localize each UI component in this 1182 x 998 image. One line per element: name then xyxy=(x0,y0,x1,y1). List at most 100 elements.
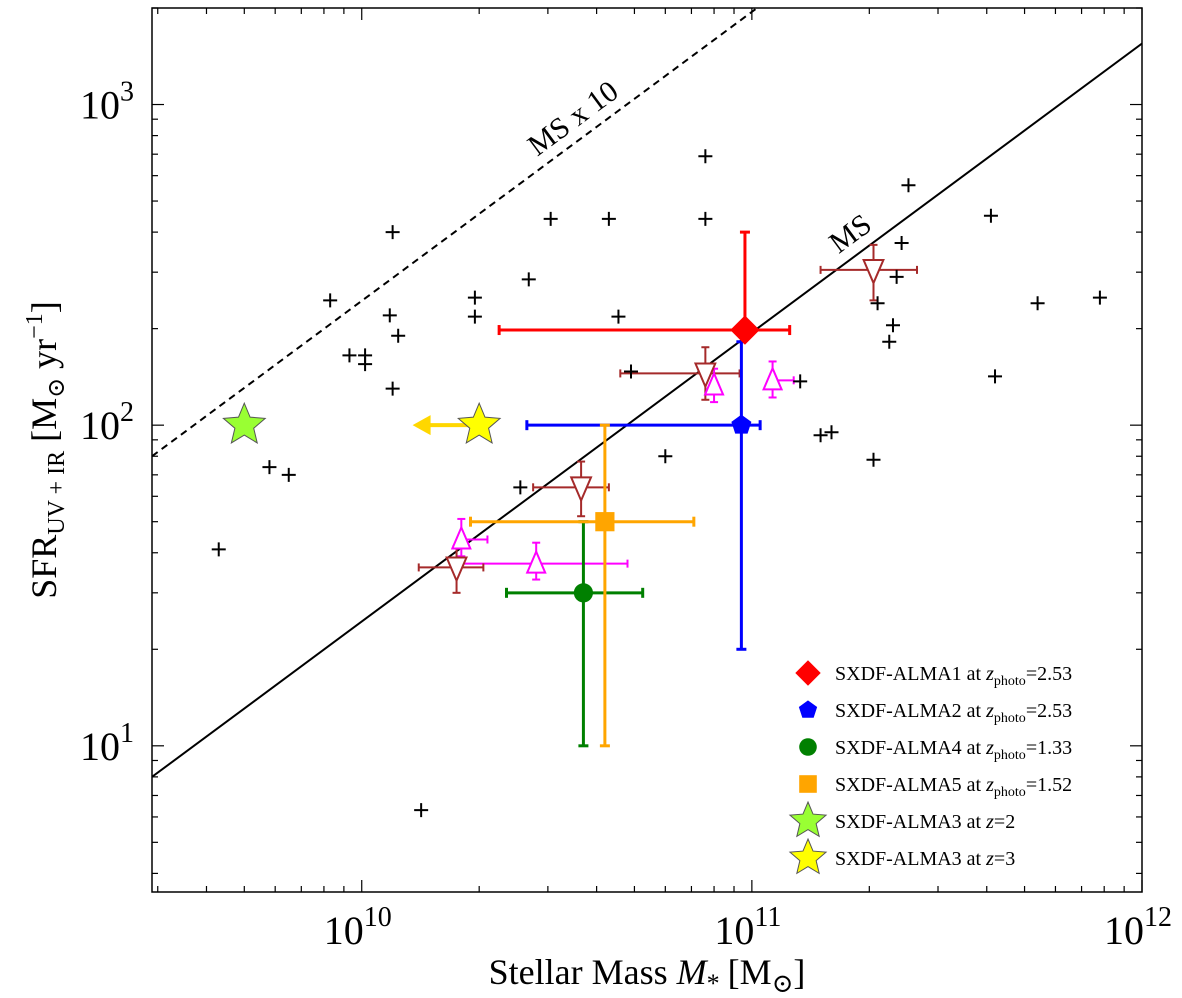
legend-label-z-value: =2.53 xyxy=(1026,700,1072,722)
legend-label-z-value: =1.52 xyxy=(1026,774,1072,796)
brown-triangle-point xyxy=(862,258,885,286)
sample-cross-point xyxy=(658,449,673,464)
legend-label-z-sub: photo xyxy=(994,674,1026,689)
x-axis-label-var-sub: * xyxy=(707,969,720,998)
ms-x10-line xyxy=(152,8,759,458)
legend-label-z-value: =2 xyxy=(994,811,1015,833)
legend-label-z: z xyxy=(985,811,994,833)
ms-line-label: MS xyxy=(823,207,877,259)
legend-entry-label: SXDF-ALMA2 at zphoto=2.53 xyxy=(835,700,1072,726)
legend-label-prefix: SXDF-ALMA2 at xyxy=(835,700,986,722)
sample-cross-point xyxy=(323,293,338,308)
legend-label-z-value: =1.33 xyxy=(1026,737,1072,759)
legend-entry-label: SXDF-ALMA3 at z=2 xyxy=(835,811,1015,833)
x-tick-label: 1010 xyxy=(324,902,392,953)
legend-marker xyxy=(799,738,817,756)
x-tick-label: 1011 xyxy=(714,902,781,953)
sample-cross-point xyxy=(988,369,1003,384)
y-tick-label-base: 10 xyxy=(80,83,120,128)
legend-label-z-value: =3 xyxy=(994,848,1015,870)
target-marker-sxdf-alma1 xyxy=(730,315,760,345)
sample-cross-point xyxy=(385,225,400,240)
legend-entry-label: SXDF-ALMA5 at zphoto=1.52 xyxy=(835,774,1072,800)
legend-label-prefix: SXDF-ALMA3 at xyxy=(835,848,986,870)
sample-cross-point xyxy=(698,211,713,226)
x-axis-label: Stellar Mass M* [M⊙] xyxy=(489,952,806,998)
upper-limit-arrow-head xyxy=(412,415,431,436)
legend-label-z: z xyxy=(985,737,994,759)
sample-cross-point xyxy=(611,309,626,324)
reference-lines xyxy=(152,8,1142,778)
legend-entry-label: SXDF-ALMA1 at zphoto=2.53 xyxy=(835,663,1072,689)
sample-cross-point xyxy=(601,211,616,226)
x-tick-label-base: 10 xyxy=(324,908,364,953)
legend-label-prefix: SXDF-ALMA5 at xyxy=(835,774,986,796)
y-tick-label: 101 xyxy=(80,718,134,769)
x-tick-label-base: 10 xyxy=(1104,908,1144,953)
sample-cross-point xyxy=(342,348,357,363)
target-marker-sxdf-alma3-z2 xyxy=(222,401,267,445)
sample-cross-point xyxy=(824,425,839,440)
legend-label-z: z xyxy=(985,774,994,796)
y-axis-label-unit-rest: yr xyxy=(24,339,64,378)
sample-cross-point xyxy=(382,308,397,323)
target-marker-sxdf-alma3-z3 xyxy=(457,401,502,445)
x-tick-label-exp: 12 xyxy=(1144,902,1172,933)
sample-cross-point xyxy=(983,208,998,223)
sample-cross-point xyxy=(467,290,482,305)
x-axis-label-close: ] xyxy=(793,952,805,992)
sample-cross-point xyxy=(1092,290,1107,305)
sample-cross-point xyxy=(889,269,904,284)
sample-cross-point xyxy=(358,357,373,372)
sample-cross-point xyxy=(813,428,828,443)
y-axis-label-unit: [M xyxy=(24,398,64,451)
brown-triangle-point xyxy=(445,556,468,584)
legend-label-z: z xyxy=(985,663,994,685)
y-tick-label-base: 10 xyxy=(80,724,120,769)
ms-line xyxy=(152,42,1142,778)
legend-label-prefix: SXDF-ALMA4 at xyxy=(835,737,986,759)
y-tick-label-exp: 1 xyxy=(120,718,134,749)
legend-label-z-sub: photo xyxy=(994,711,1026,726)
target-marker-sxdf-alma2 xyxy=(731,414,752,434)
y-tick-label: 102 xyxy=(80,397,134,448)
sample-cross-point xyxy=(391,328,406,343)
x-axis-label-unit: [M xyxy=(728,952,772,992)
brown-triangle-point xyxy=(693,362,717,390)
magenta-triangle-point xyxy=(762,365,784,391)
sample-cross-point xyxy=(467,309,482,324)
x-tick-label-base: 10 xyxy=(714,908,754,953)
x-axis-label-var: M xyxy=(676,952,709,992)
sample-cross-point xyxy=(521,272,536,287)
legend-label-z-sub: photo xyxy=(994,785,1026,800)
sample-cross-point xyxy=(698,149,713,164)
x-axis-label-prefix: Stellar Mass xyxy=(489,952,677,992)
x-tick-label-exp: 11 xyxy=(754,902,781,933)
legend-label-prefix: SXDF-ALMA1 at xyxy=(835,663,986,685)
data-markers xyxy=(211,149,1107,818)
legend-marker xyxy=(799,775,817,793)
legend-label-z-sub: photo xyxy=(994,748,1026,763)
sample-cross-point xyxy=(882,334,897,349)
sample-cross-point xyxy=(901,178,916,193)
x-tick-label-exp: 10 xyxy=(364,902,392,933)
sample-cross-point xyxy=(211,542,226,557)
sample-cross-point xyxy=(1030,296,1045,311)
sample-cross-point xyxy=(885,318,900,333)
sample-cross-point xyxy=(624,364,639,379)
sample-cross-point xyxy=(870,296,885,311)
legend-marker xyxy=(788,837,828,875)
sample-cross-point xyxy=(793,374,808,389)
legend-label-z-value: =2.53 xyxy=(1026,663,1072,685)
magenta-triangle-point xyxy=(703,370,725,396)
target-marker-sxdf-alma4 xyxy=(573,583,594,603)
y-axis-label: SFRUV + IR [M⊙ yr−1] xyxy=(22,301,70,598)
magenta-triangle-point xyxy=(450,524,472,550)
legend-marker xyxy=(788,800,828,838)
sample-cross-point xyxy=(543,211,558,226)
y-tick-label: 103 xyxy=(80,77,134,128)
plot-frame xyxy=(151,7,1143,893)
